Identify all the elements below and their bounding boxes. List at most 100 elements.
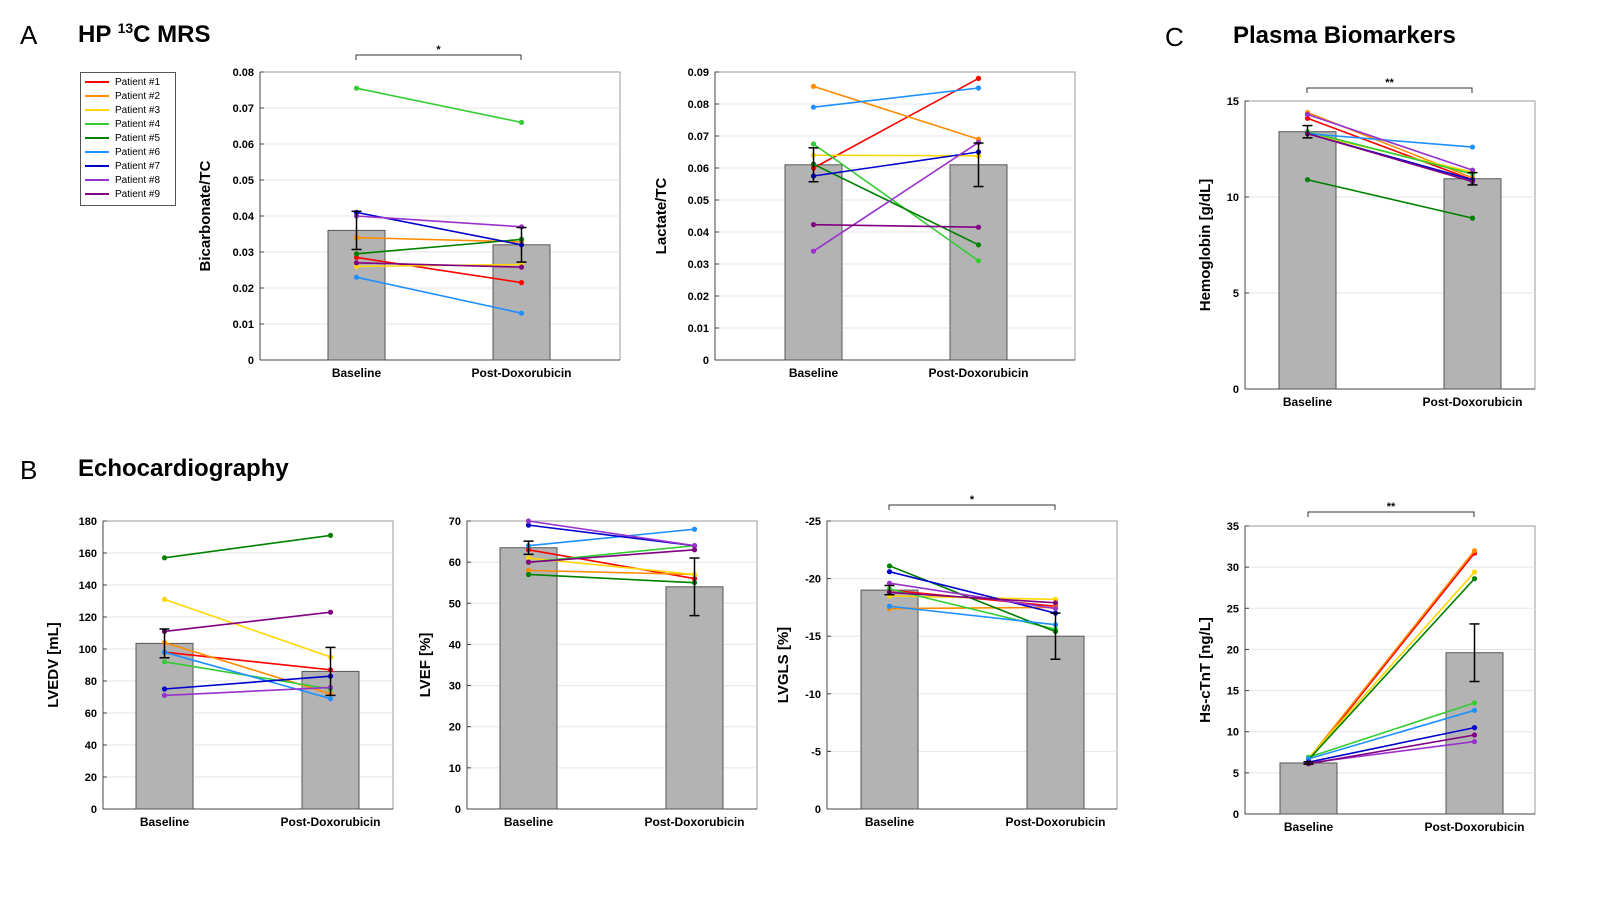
patient-line bbox=[528, 520, 695, 547]
patient-point bbox=[1471, 700, 1478, 706]
category-label: Post-Doxorubicin bbox=[644, 815, 744, 829]
patient-point bbox=[518, 264, 525, 270]
patient-point bbox=[353, 251, 360, 257]
y-tick-label: 60 bbox=[449, 557, 461, 569]
chart-lvedv: 0 20 40 60 80 100 120 140 160 180 Baseline Post-Dox… bbox=[45, 516, 394, 829]
y-tick-label: 0 bbox=[1233, 809, 1239, 821]
y-tick-label: 160 bbox=[79, 548, 97, 560]
patient-line bbox=[1307, 578, 1476, 761]
patient-point bbox=[1469, 215, 1476, 221]
legend-item: Patient #5 bbox=[85, 131, 160, 145]
legend-item: Patient #6 bbox=[85, 145, 160, 159]
patient-line bbox=[889, 606, 1056, 610]
y-tick-label: 0 bbox=[455, 804, 461, 816]
patient-line bbox=[1308, 726, 1475, 763]
patient-point bbox=[1471, 725, 1478, 731]
significance-bracket bbox=[1307, 511, 1475, 517]
y-tick-label: 0.08 bbox=[233, 67, 254, 79]
significance-marker: ** bbox=[1387, 501, 1396, 513]
patient-line bbox=[164, 651, 331, 671]
patient-point bbox=[353, 263, 360, 269]
y-tick-label: 0.02 bbox=[233, 283, 254, 295]
legend-line bbox=[85, 151, 109, 153]
patient-point bbox=[1471, 707, 1478, 713]
patient-point bbox=[1471, 548, 1478, 554]
y-tick-label: 140 bbox=[79, 580, 97, 592]
patient-point bbox=[975, 242, 982, 248]
patient-point bbox=[810, 141, 817, 147]
y-tick-label: -25 bbox=[805, 516, 821, 528]
category-label: Post-Doxorubicin bbox=[1422, 395, 1522, 409]
patient-line bbox=[1307, 132, 1473, 183]
y-tick-label: 35 bbox=[1227, 521, 1239, 533]
legend-line bbox=[85, 179, 109, 181]
category-label: Baseline bbox=[789, 366, 839, 380]
chart-lvef: 0 10 20 30 40 50 60 70 Baseline Post-Doxorubicin L… bbox=[417, 516, 758, 829]
legend-label: Patient #4 bbox=[115, 118, 161, 130]
y-tick-label: 20 bbox=[449, 722, 461, 734]
y-tick-label: 0.07 bbox=[688, 131, 709, 143]
panel-letter-a: A bbox=[20, 20, 38, 50]
patient-line bbox=[1307, 571, 1476, 759]
patient-line bbox=[889, 582, 1056, 610]
patient-point bbox=[810, 104, 817, 110]
legend-item: Patient #2 bbox=[85, 89, 160, 103]
patient-point bbox=[1304, 115, 1311, 121]
patient-point bbox=[525, 555, 532, 561]
patient-point bbox=[525, 522, 532, 528]
patient-point bbox=[975, 258, 982, 264]
y-tick-label: 0.05 bbox=[688, 195, 709, 207]
patient-point bbox=[810, 222, 817, 228]
patient-line bbox=[1307, 130, 1473, 175]
legend-label: Patient #3 bbox=[115, 104, 161, 116]
category-label: Baseline bbox=[504, 815, 554, 829]
mean-bar bbox=[1278, 131, 1337, 390]
legend-item: Patient #9 bbox=[85, 187, 160, 201]
patient-line bbox=[528, 569, 695, 576]
chart-bicarbonate: 0 0.01 0.02 0.03 0.04 0.05 0.06 0.07 0.08 Baselin… bbox=[197, 44, 621, 380]
legend-label: Patient #1 bbox=[115, 76, 161, 88]
plot-area bbox=[714, 71, 1076, 361]
legend-label: Patient #6 bbox=[115, 146, 161, 158]
y-tick-label: 0.04 bbox=[688, 227, 710, 239]
panel-title-c: Plasma Biomarkers bbox=[1233, 22, 1456, 49]
patient-point bbox=[525, 571, 532, 578]
patient-line bbox=[164, 534, 331, 559]
patient-line bbox=[1307, 550, 1476, 760]
y-tick-label: 0.01 bbox=[233, 319, 254, 331]
panel-letter-c: C bbox=[1165, 22, 1184, 52]
patient-point bbox=[518, 310, 525, 316]
y-tick-label: -15 bbox=[805, 631, 821, 643]
category-label: Baseline bbox=[865, 815, 915, 829]
patient-point bbox=[161, 686, 168, 692]
patient-point bbox=[161, 596, 168, 603]
legend-line bbox=[85, 95, 109, 97]
patient-line bbox=[528, 549, 695, 563]
y-tick-label: 0.02 bbox=[688, 291, 709, 303]
patient-line bbox=[813, 223, 979, 228]
patient-point bbox=[886, 569, 893, 575]
significance-bracket bbox=[355, 54, 522, 60]
panel-title-a: HP 13C MRS bbox=[78, 20, 211, 48]
mean-bar bbox=[1279, 762, 1338, 815]
patient-line bbox=[1308, 734, 1475, 765]
y-tick-label: 20 bbox=[1227, 644, 1239, 656]
legend-line bbox=[85, 193, 109, 195]
patient-point bbox=[810, 248, 817, 254]
y-tick-label: 0 bbox=[91, 804, 97, 816]
patient-point bbox=[1471, 738, 1478, 745]
y-tick-label: 0 bbox=[248, 355, 254, 367]
category-label: Post-Doxorubicin bbox=[471, 366, 571, 380]
mean-bar bbox=[135, 642, 194, 810]
y-tick-label: 0 bbox=[815, 804, 821, 816]
patient-line bbox=[813, 141, 979, 252]
patient-point bbox=[810, 83, 817, 89]
legend-line bbox=[85, 165, 109, 167]
y-tick-label: 0.04 bbox=[233, 211, 255, 223]
patient-point bbox=[691, 526, 698, 532]
y-tick-label: 30 bbox=[449, 681, 461, 693]
patient-point bbox=[525, 518, 532, 524]
legend-item: Patient #3 bbox=[85, 103, 160, 117]
patient-point bbox=[161, 659, 168, 665]
patient-line bbox=[528, 573, 695, 584]
